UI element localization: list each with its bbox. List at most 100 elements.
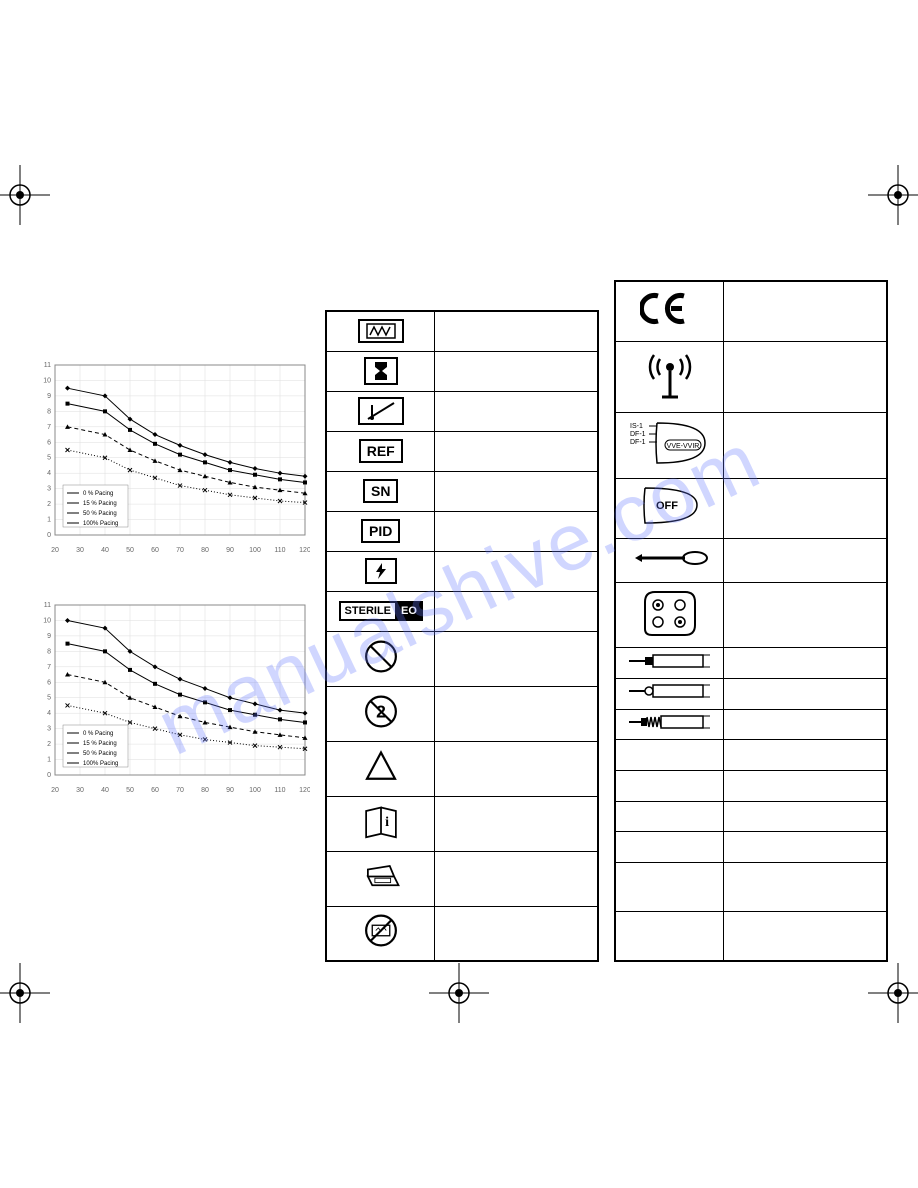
table-row: OFF	[615, 478, 887, 538]
svg-text:50 % Pacing: 50 % Pacing	[83, 751, 117, 757]
svg-text:8: 8	[47, 408, 51, 415]
table-row	[615, 538, 887, 582]
svg-text:0 % Pacing: 0 % Pacing	[83, 731, 113, 737]
svg-text:90: 90	[226, 547, 234, 554]
table-row	[615, 281, 887, 341]
table-row	[615, 740, 887, 771]
charts-column: 2030405060708090100110120012345678910110…	[30, 310, 310, 962]
table-row	[615, 912, 887, 961]
table-row	[326, 741, 598, 796]
svg-text:7: 7	[47, 424, 51, 431]
svg-text:10: 10	[43, 377, 51, 384]
table-row	[615, 678, 887, 709]
table-row: IS-1DF-1DF-1VVE-VVIR	[615, 412, 887, 478]
svg-text:30: 30	[76, 787, 84, 794]
svg-text:2: 2	[47, 741, 51, 748]
svg-text:15 % Pacing: 15 % Pacing	[83, 501, 117, 507]
table-row: i	[326, 796, 598, 851]
table-row: 2	[326, 686, 598, 741]
svg-text:70: 70	[176, 547, 184, 554]
do-not-use-damaged-icon	[356, 913, 406, 948]
torque-wrench-icon	[630, 548, 710, 568]
svg-text:3: 3	[47, 486, 51, 493]
sn-label: SN	[363, 479, 398, 503]
table-row	[326, 391, 598, 431]
package-contents-icon	[356, 859, 406, 894]
temperature-limit-icon	[358, 397, 404, 425]
table-row	[615, 832, 887, 863]
svg-text:50: 50	[126, 547, 134, 554]
consult-instructions-icon: i	[356, 804, 406, 839]
use-by-date-icon	[364, 357, 398, 385]
longevity-chart-1: 2030405060708090100110120012345678910110…	[30, 360, 310, 560]
table-row	[326, 631, 598, 686]
lead-connector-spring-icon	[627, 713, 712, 731]
connector-block-icon	[640, 587, 700, 637]
shipping-mode-icon: IS-1DF-1DF-1VVE-VVIR	[627, 418, 712, 468]
table-row	[615, 801, 887, 832]
svg-text:DF-1: DF-1	[630, 439, 646, 446]
svg-text:2: 2	[47, 501, 51, 508]
svg-text:90: 90	[226, 787, 234, 794]
svg-text:50: 50	[126, 787, 134, 794]
svg-text:i: i	[385, 814, 389, 829]
registration-mark-bottom-left	[0, 963, 50, 1023]
svg-text:0: 0	[47, 532, 51, 539]
svg-text:11: 11	[44, 602, 51, 609]
svg-text:IS-1: IS-1	[630, 423, 643, 430]
table-row	[615, 709, 887, 740]
symbol-legend-table-2: IS-1DF-1DF-1VVE-VVIR OFF	[614, 280, 888, 962]
svg-text:10: 10	[43, 617, 51, 624]
lead-connector-is1-icon	[627, 652, 712, 670]
svg-text:1: 1	[47, 517, 51, 524]
svg-text:6: 6	[47, 679, 51, 686]
svg-text:11: 11	[44, 362, 51, 369]
svg-text:1: 1	[47, 757, 51, 764]
svg-text:3: 3	[47, 726, 51, 733]
rf-transmitter-icon	[640, 349, 700, 399]
table-row	[615, 582, 887, 648]
svg-text:7: 7	[47, 664, 51, 671]
therapy-off-icon: OFF	[635, 483, 705, 528]
svg-text:40: 40	[101, 787, 109, 794]
svg-text:60: 60	[151, 787, 159, 794]
table-row	[615, 648, 887, 679]
registration-mark-bottom-center	[429, 963, 489, 1023]
svg-text:5: 5	[47, 695, 51, 702]
registration-mark-top-left	[0, 165, 50, 225]
table-row: SN	[326, 471, 598, 511]
svg-text:8: 8	[47, 648, 51, 655]
svg-text:9: 9	[47, 393, 51, 400]
svg-text:100: 100	[249, 547, 261, 554]
table-row	[615, 341, 887, 412]
svg-text:120: 120	[299, 547, 310, 554]
svg-text:110: 110	[274, 787, 285, 794]
svg-text:100: 100	[249, 787, 261, 794]
symbol-legend-table-1: REF SN PID STERILEEO 2	[325, 310, 599, 962]
svg-text:0: 0	[47, 772, 51, 779]
svg-text:30: 30	[76, 547, 84, 554]
svg-text:100% Pacing: 100% Pacing	[83, 521, 118, 527]
svg-text:40: 40	[101, 547, 109, 554]
ce-mark-icon	[640, 291, 700, 326]
table-row	[615, 862, 887, 911]
svg-text:5: 5	[47, 455, 51, 462]
svg-text:15 % Pacing: 15 % Pacing	[83, 741, 117, 747]
svg-text:70: 70	[176, 787, 184, 794]
svg-text:120: 120	[299, 787, 310, 794]
table-row	[326, 906, 598, 961]
pid-label: PID	[361, 519, 400, 543]
svg-text:20: 20	[51, 547, 59, 554]
manufacture-date-icon	[358, 319, 404, 343]
svg-text:50 % Pacing: 50 % Pacing	[83, 511, 117, 517]
high-voltage-icon	[365, 558, 397, 584]
svg-text:110: 110	[274, 547, 285, 554]
table-row	[326, 311, 598, 351]
svg-text:VVE-VVIR: VVE-VVIR	[667, 443, 700, 450]
do-not-reuse-icon: 2	[356, 694, 406, 729]
table-row: STERILEEO	[326, 591, 598, 631]
svg-text:60: 60	[151, 547, 159, 554]
table-row	[326, 851, 598, 906]
svg-text:6: 6	[47, 439, 51, 446]
table-row	[326, 351, 598, 391]
